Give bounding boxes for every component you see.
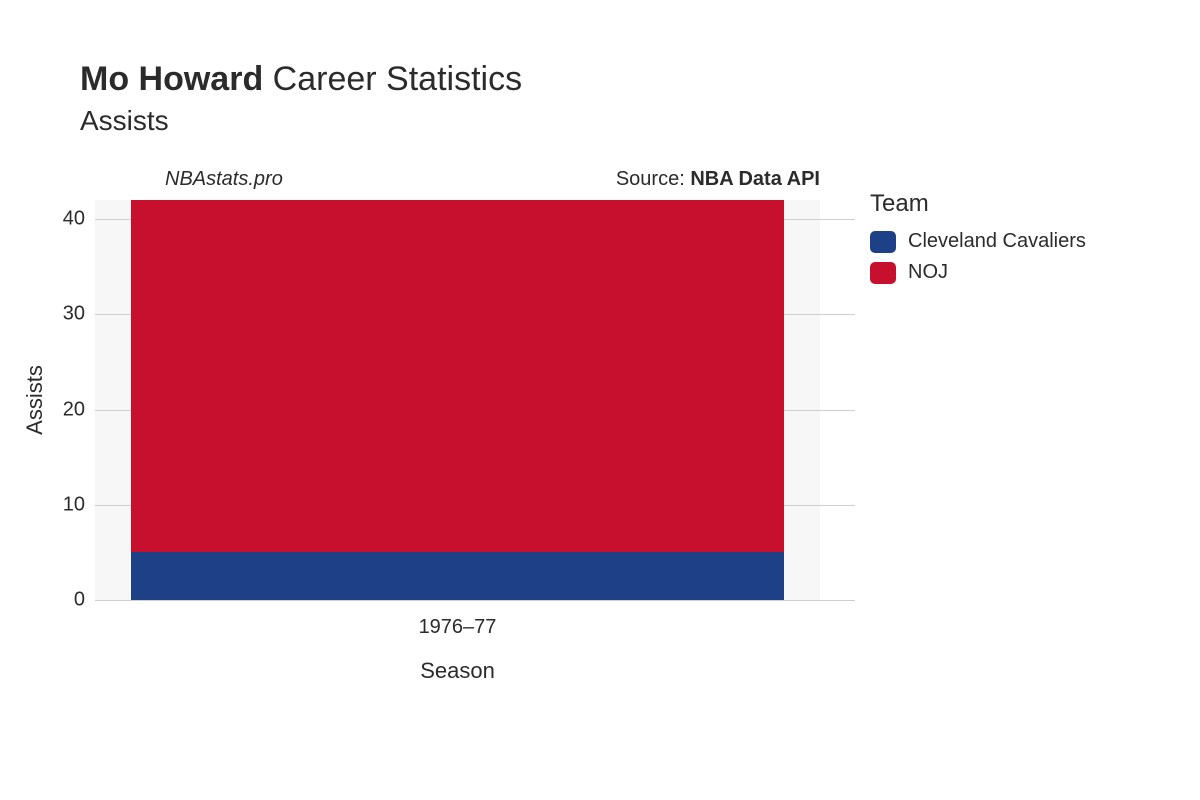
- legend-items: Cleveland Cavaliers NOJ: [870, 230, 1086, 284]
- legend: Team Cleveland Cavaliers NOJ: [870, 190, 1086, 292]
- legend-item: NOJ: [870, 261, 1086, 284]
- chart-subtitle: Assists: [80, 105, 522, 137]
- source-name: NBA Data API: [690, 168, 820, 190]
- chart-container: Mo Howard Career Statistics Assists NBAs…: [0, 0, 1200, 800]
- y-tick-label: 40: [25, 208, 85, 231]
- y-axis-label: Assists: [22, 365, 48, 435]
- y-tick-label: 30: [25, 303, 85, 326]
- plot-area: 010203040 1976–77: [95, 200, 820, 600]
- bar-segment: [131, 200, 784, 552]
- site-credit: NBAstats.pro: [165, 168, 283, 191]
- legend-title: Team: [870, 190, 1086, 218]
- legend-label: Cleveland Cavaliers: [908, 230, 1086, 253]
- chart-title: Mo Howard Career Statistics: [80, 60, 522, 99]
- legend-item: Cleveland Cavaliers: [870, 230, 1086, 253]
- y-tick-label: 10: [25, 493, 85, 516]
- y-tick-label: 0: [25, 589, 85, 612]
- source-credit: Source: NBA Data API: [616, 168, 820, 191]
- bar-segment: [131, 552, 784, 600]
- x-tick-label: 1976–77: [419, 616, 497, 639]
- credits-row: NBAstats.pro Source: NBA Data API: [165, 168, 820, 191]
- legend-label: NOJ: [908, 261, 948, 284]
- legend-swatch: [870, 231, 896, 253]
- source-label: Source:: [616, 168, 685, 190]
- gridline: [95, 600, 855, 601]
- title-suffix: Career Statistics: [273, 60, 522, 98]
- title-block: Mo Howard Career Statistics Assists: [80, 60, 522, 137]
- legend-swatch: [870, 262, 896, 284]
- x-axis-label: Season: [420, 658, 495, 684]
- title-player: Mo Howard: [80, 60, 263, 98]
